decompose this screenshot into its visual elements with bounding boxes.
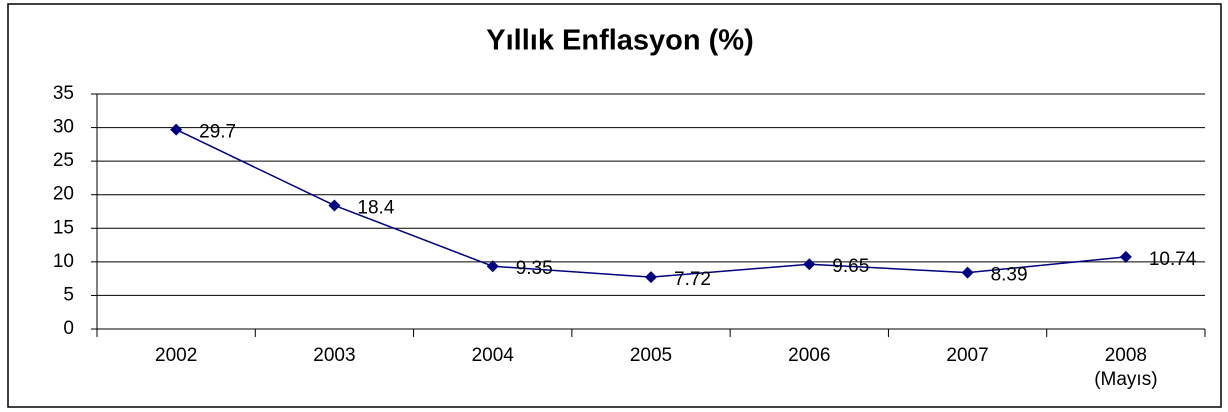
marker [1119,250,1132,263]
marker [961,266,974,279]
data-label: 8.39 [991,265,1028,286]
data-label: 9.35 [516,258,553,279]
x-tick-label: 2002 [155,345,197,366]
y-tick-label: 5 [63,284,74,305]
data-label: 7.72 [674,269,711,290]
data-label: 29.7 [199,122,236,143]
y-tick-label: 10 [53,251,74,272]
y-tick-label: 0 [63,318,74,339]
marker [803,258,816,271]
y-tick-label: 20 [53,184,74,205]
y-tick-label: 25 [53,150,74,171]
marker [328,199,341,212]
x-tick-label: 2007 [946,345,988,366]
marker [486,260,499,273]
marker [645,271,657,284]
x-tick-label: 2005 [630,345,672,366]
y-tick-label: 35 [53,83,74,104]
chart-title: Yıllık Enflasyon (%) [486,25,754,57]
x-tick-label: 2003 [313,345,355,366]
x-tick-label: 2006 [788,345,830,366]
chart-border [7,3,1222,408]
y-tick-label: 15 [53,217,74,238]
x-tick-label: 2008 (Mayıs) [1094,345,1157,390]
data-label: 10.74 [1149,249,1197,270]
marker [170,123,183,136]
x-tick-label: 2004 [472,345,515,366]
data-label: 9.65 [832,256,869,277]
data-label: 18.4 [357,197,394,218]
y-tick-label: 30 [53,117,74,138]
